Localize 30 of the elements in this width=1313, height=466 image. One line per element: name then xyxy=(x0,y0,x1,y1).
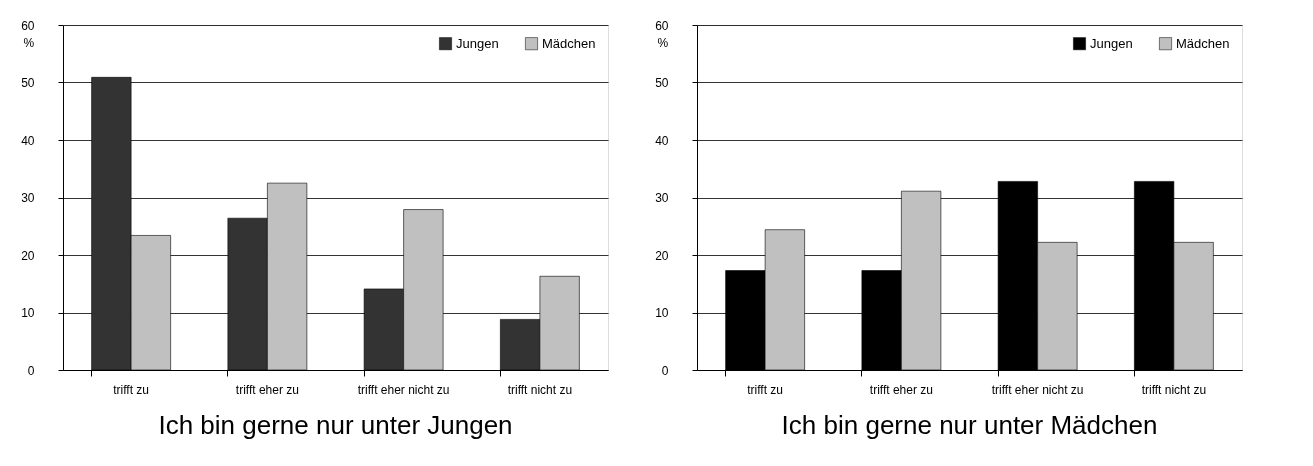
y-tick-label: 40 xyxy=(21,133,35,148)
y-tick-label: 50 xyxy=(21,76,35,90)
x-tick-label: trifft eher zu xyxy=(869,382,933,397)
y-tick-label: 10 xyxy=(655,306,669,320)
x-tick-label: trifft nicht zu xyxy=(1141,382,1207,397)
x-tick-label: trifft zu xyxy=(747,382,784,397)
y-tick-label: 0 xyxy=(27,363,35,378)
y-tick-label: 50 xyxy=(655,76,669,90)
y-axis-title: % xyxy=(657,35,669,50)
text: Ich bin gerne nur unter Mädchen xyxy=(781,410,1158,440)
x-tick-label: trifft eher nicht zu xyxy=(357,382,450,397)
text: Ich bin gerne nur unter Jungen xyxy=(158,410,513,440)
legend-label: Mädchen xyxy=(542,35,596,51)
x-tick-label: trifft eher zu xyxy=(235,382,299,397)
legend-label: Mädchen xyxy=(1176,35,1230,51)
y-tick-label: 0 xyxy=(661,363,669,378)
y-tick-label: 40 xyxy=(655,133,669,148)
y-tick-label: 60 xyxy=(21,18,35,33)
legend-label: Jungen xyxy=(456,35,499,51)
y-tick-label: 30 xyxy=(21,191,35,205)
y-axis-title: % xyxy=(23,35,35,50)
y-tick-label: 60 xyxy=(655,18,669,33)
x-tick-label: trifft zu xyxy=(113,382,150,397)
y-tick-label: 30 xyxy=(655,191,669,205)
x-tick-label: trifft eher nicht zu xyxy=(991,382,1084,397)
legend-label: Jungen xyxy=(1090,35,1133,51)
y-tick-label: 10 xyxy=(21,306,35,320)
y-tick-label: 20 xyxy=(655,248,669,263)
x-tick-label: trifft nicht zu xyxy=(507,382,573,397)
y-tick-label: 20 xyxy=(21,248,35,263)
